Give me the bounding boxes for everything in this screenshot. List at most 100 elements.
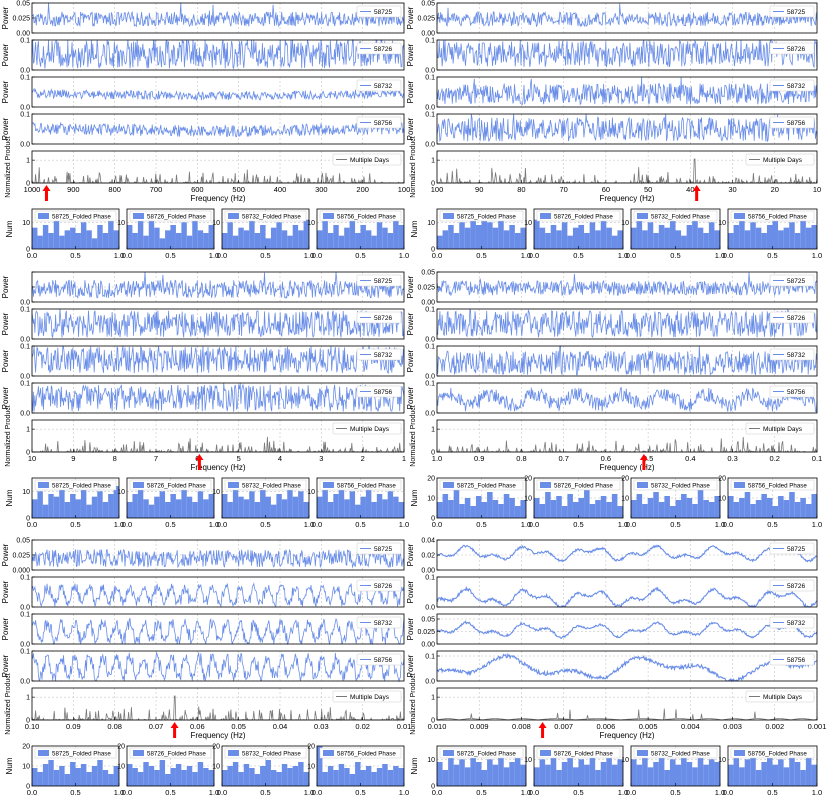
legend-box	[745, 690, 815, 703]
legend-box	[769, 542, 815, 555]
histogram-bar	[755, 500, 762, 518]
histogram-bar	[567, 756, 573, 786]
y-tick-label: 0.1	[425, 38, 435, 45]
y-tick-label: 0.1	[20, 112, 30, 119]
histogram-bar	[664, 227, 670, 249]
histogram-bar	[475, 762, 482, 786]
y-tick-label: 10	[212, 220, 220, 227]
histogram-bar	[595, 500, 601, 518]
power-panel: 0 1 Normalized Product Multiple Days 0.10 0.0…	[5, 673, 411, 740]
histogram-bar	[181, 488, 187, 518]
y-tick-label: 0.025	[12, 16, 30, 23]
y-tick-label: 10	[22, 489, 30, 496]
legend-box	[129, 479, 212, 491]
histogram-bar	[772, 506, 779, 518]
histogram-bar	[647, 222, 654, 249]
histogram-bar	[520, 500, 526, 518]
folded-phase-histogram: 58725_Folded Phase 10 0 Num 0.0 0.5 1.0	[5, 208, 124, 260]
panel-frame	[31, 345, 405, 377]
power-panel: 0.0 0.1 Power 58726	[406, 575, 818, 612]
x-tick-label: 0.5	[670, 788, 680, 797]
power-panel: 0.0 0.1 Power 58756	[406, 381, 818, 418]
histogram-bar	[154, 227, 160, 249]
folded-phase-histogram: 58725_Folded Phase 10 20 0 Num 0.0 0.5 1.0	[5, 744, 124, 798]
legend-box	[224, 210, 307, 222]
legend-box	[332, 153, 402, 166]
histogram-bar	[766, 225, 773, 249]
histogram-bar	[249, 491, 255, 518]
legend-swatch	[540, 750, 551, 756]
histogram-bar	[108, 774, 114, 786]
legend: 58732	[769, 616, 815, 629]
power-panel: 0.0 0.1 Power 58726	[1, 575, 405, 612]
histogram-bar	[766, 756, 773, 786]
histogram-bar	[697, 227, 704, 249]
histogram-bar	[327, 766, 334, 786]
histogram-bar	[333, 770, 339, 786]
histogram-bar	[448, 225, 454, 249]
y-tick-label: 0.1	[20, 75, 30, 82]
series-line	[436, 3, 818, 28]
histogram-bar	[382, 499, 388, 518]
legend: 58725	[356, 542, 402, 555]
histogram-bar	[503, 767, 510, 786]
x-axis-label: Frequency (Hz)	[599, 194, 654, 203]
legend-box	[633, 210, 718, 222]
histogram-bar	[32, 227, 38, 249]
x-tick-label: 0.002	[765, 722, 784, 731]
histogram-bar	[86, 230, 92, 249]
y-tick-label: 0.1	[20, 649, 30, 656]
histogram-bar	[344, 499, 350, 518]
y-tick-label: 0.0	[425, 68, 435, 75]
y-tick-label: 0.05	[421, 1, 435, 8]
histogram-bar	[470, 506, 476, 518]
histogram-bar	[487, 222, 493, 249]
arrow-marker	[42, 185, 51, 201]
histogram-bar	[102, 770, 109, 786]
y-tick-label: 0.00	[421, 300, 435, 307]
histogram-bar	[376, 768, 383, 786]
histogram-bar	[520, 764, 526, 786]
x-tick-label: 1.0	[304, 520, 314, 529]
y-tick-label: 0.05	[421, 270, 435, 277]
y-axis-label: Power	[1, 349, 10, 372]
y-axis-label: Power	[1, 580, 10, 603]
x-tick-label: 1.0	[618, 251, 628, 260]
folded-phase-histogram: 58732_Folded Phase 10 0.0 0.5 1.0	[621, 208, 725, 260]
histogram-bar	[800, 770, 806, 786]
histogram-bar	[514, 754, 521, 786]
panel-frame	[436, 76, 818, 108]
x-tick-label: 10	[813, 185, 821, 194]
panel-frame	[31, 613, 405, 645]
y-tick-label: 20	[22, 744, 30, 751]
histogram-bar	[805, 504, 812, 518]
x-tick-label: 60	[602, 185, 610, 194]
x-tick-label: 0.5	[573, 788, 583, 797]
legend-box	[769, 385, 815, 398]
y-tick-label: 0.0	[20, 68, 30, 75]
histogram-bar	[492, 227, 499, 249]
y-tick-label: 10	[117, 764, 125, 771]
y-tick-label: 20	[212, 744, 220, 751]
histogram-bar	[249, 768, 255, 786]
histogram-bar	[572, 767, 579, 786]
histogram-bar	[503, 230, 510, 249]
histogram-bar	[64, 230, 71, 249]
histogram-bar	[550, 754, 557, 786]
histogram-bar	[387, 233, 394, 249]
y-axis-label: Power	[406, 312, 415, 335]
series-line	[31, 2, 405, 28]
panel-frame	[436, 113, 818, 145]
histogram-bar	[192, 502, 198, 518]
legend-label: 58725	[374, 278, 392, 285]
legend-label: Multiple Days	[350, 157, 390, 164]
histogram-bar	[254, 502, 261, 518]
histogram-bar	[595, 770, 601, 786]
legend-box	[536, 479, 621, 491]
histogram-bar	[714, 496, 720, 518]
